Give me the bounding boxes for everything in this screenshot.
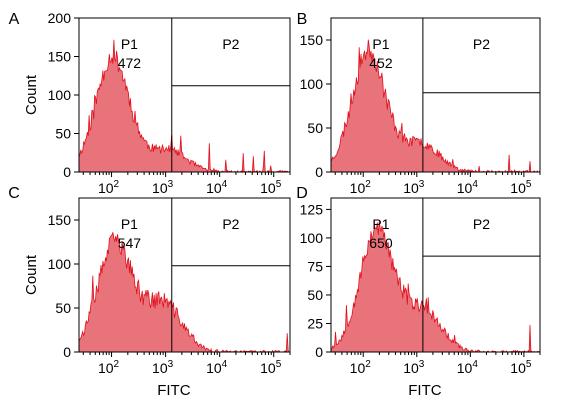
x-tick-label: 105 (260, 359, 282, 376)
x-tick-label: 102 (350, 359, 372, 376)
x-tick-label: 103 (403, 359, 425, 376)
gate-p1-count: 547 (118, 235, 142, 251)
x-tick-label: 104 (457, 179, 479, 196)
x-axis-label: FITC (157, 382, 190, 399)
histogram-panel-c: P1 547 P2 0 50 100 150 102 103 104 105 Count FITC C (8, 185, 291, 399)
panel-letter: B (297, 11, 308, 28)
y-tick-label: 125 (300, 201, 324, 217)
x-tick-label: 105 (510, 179, 532, 196)
y-tick-label: 0 (315, 164, 323, 180)
panel-letter: C (8, 185, 20, 202)
histogram-fill (78, 232, 290, 354)
y-tick-label: 100 (300, 76, 324, 92)
gate-p1-label: P1 (121, 216, 138, 232)
gate-p1-count: 650 (369, 235, 393, 251)
y-axis-label: Count (23, 254, 40, 295)
x-tick-label: 103 (152, 359, 174, 376)
gate-p1-count: 472 (118, 55, 142, 71)
gate-p2-label: P2 (473, 216, 490, 232)
panel-letter: A (9, 11, 20, 28)
gate-p2-label: P2 (222, 36, 239, 52)
gate-p1-label: P1 (121, 36, 138, 52)
plot-frame (330, 17, 541, 173)
gate-p1-label: P1 (372, 36, 389, 52)
x-tick-label: 103 (152, 179, 174, 196)
y-tick-label: 0 (63, 164, 71, 180)
histogram-panel-b: P1 452 P2 0 50 100 150 102 103 104 105 B (297, 11, 541, 196)
y-tick-label: 150 (48, 49, 72, 65)
x-tick-label: 102 (98, 359, 120, 376)
gate-p2-label: P2 (473, 36, 490, 52)
panel-letter: D (296, 185, 308, 202)
histogram-fill (78, 39, 291, 174)
x-tick-label: 102 (350, 179, 372, 196)
y-tick-label: 25 (307, 315, 323, 331)
x-tick-label: 103 (403, 179, 425, 196)
y-tick-label: 200 (48, 10, 72, 26)
y-tick-label: 150 (300, 32, 324, 48)
histogram-panel-d: P1 650 P2 0 25 50 75 100 125 102 103 104 105 FITC D (296, 185, 541, 399)
y-tick-label: 50 (55, 300, 71, 316)
y-tick-label: 100 (48, 256, 72, 272)
y-tick-label: 0 (63, 344, 71, 360)
plot-frame (330, 197, 541, 353)
x-tick-label: 102 (98, 179, 120, 196)
histogram-fill (330, 221, 541, 354)
x-tick-label: 104 (206, 359, 228, 376)
x-tick-label: 105 (260, 179, 282, 196)
y-tick-label: 150 (48, 212, 72, 228)
x-axis-label: FITC (408, 382, 441, 399)
y-tick-label: 100 (48, 87, 72, 103)
gate-p2-label: P2 (222, 216, 239, 232)
y-tick-label: 50 (307, 120, 323, 136)
y-tick-label: 100 (300, 230, 324, 246)
gate-p1-count: 452 (369, 55, 393, 71)
gate-p1-label: P1 (372, 216, 389, 232)
histogram-panel-a: P1 472 P2 0 50 100 150 200 102 103 104 105 Count A (9, 10, 291, 196)
x-tick-label: 104 (457, 359, 479, 376)
plot-frame (78, 197, 291, 353)
x-tick-label: 104 (206, 179, 228, 196)
histogram-fill (330, 39, 541, 173)
x-tick-label: 105 (510, 359, 532, 376)
y-tick-label: 0 (315, 344, 323, 360)
y-axis-label: Count (23, 74, 40, 115)
y-tick-label: 50 (55, 126, 71, 142)
y-tick-label: 50 (307, 287, 323, 303)
y-tick-label: 75 (307, 258, 323, 274)
